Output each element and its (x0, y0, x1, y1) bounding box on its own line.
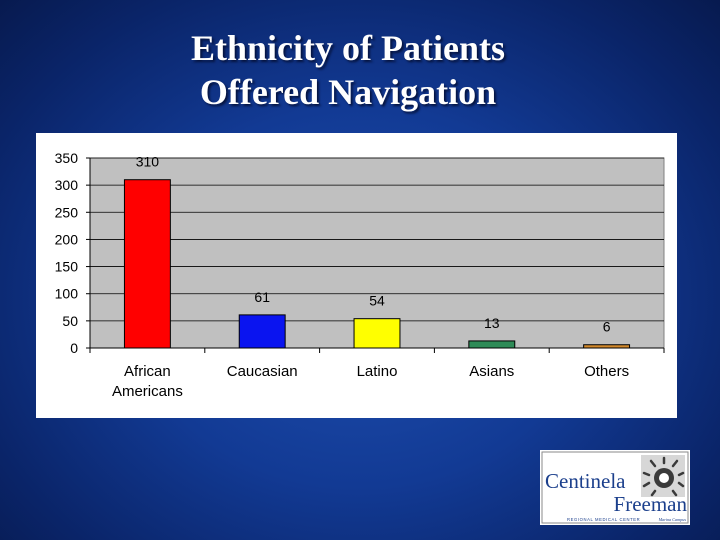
bar (123, 179, 171, 349)
slide-title-line-1: Ethnicity of Patients (191, 28, 505, 68)
data-label: 54 (369, 293, 385, 309)
plot-area (89, 157, 665, 349)
chart-panel: 0 50 100 150 200 250 300 350 310 African Americans… (36, 133, 677, 418)
bar (238, 314, 286, 349)
y-tick-label: 0 (70, 340, 78, 356)
logo-name-line-2: Freeman (614, 492, 688, 516)
y-tick-label: 250 (55, 204, 79, 220)
x-category-label: Caucasian (227, 363, 298, 380)
y-tick-label: 100 (55, 286, 79, 302)
logo-tagline: REGIONAL MEDICAL CENTER (567, 517, 640, 522)
data-label: 13 (484, 315, 500, 331)
data-label: 310 (136, 154, 160, 170)
slide-title: Ethnicity of Patients Offered Navigation (0, 26, 696, 114)
bar (583, 344, 631, 349)
y-tick-label: 200 (55, 231, 79, 247)
bar (353, 318, 401, 349)
y-tick-label: 300 (55, 177, 79, 193)
y-tick-label: 150 (55, 259, 79, 275)
bar-chart: 0 50 100 150 200 250 300 350 310 African Americans… (55, 150, 665, 400)
logo-name-line-1: Centinela (545, 469, 626, 493)
sun-emblem-icon (641, 455, 685, 497)
x-category-label: Americans (112, 383, 183, 400)
hospital-logo: Centinela Freeman REGIONAL MEDICAL CENTE… (540, 450, 690, 525)
x-category-label: Others (584, 363, 629, 380)
x-category-label: Asians (469, 363, 514, 380)
y-tick-label: 50 (62, 313, 78, 329)
bar (468, 340, 516, 349)
slide-title-line-2: Offered Navigation (199, 72, 497, 112)
logo-subtag: Marina Campus (658, 517, 687, 522)
data-label: 6 (603, 319, 611, 335)
data-label: 61 (254, 289, 270, 305)
x-category-label: African (124, 363, 171, 380)
y-tick-label: 350 (55, 150, 79, 166)
x-category-label: Latino (357, 363, 398, 380)
